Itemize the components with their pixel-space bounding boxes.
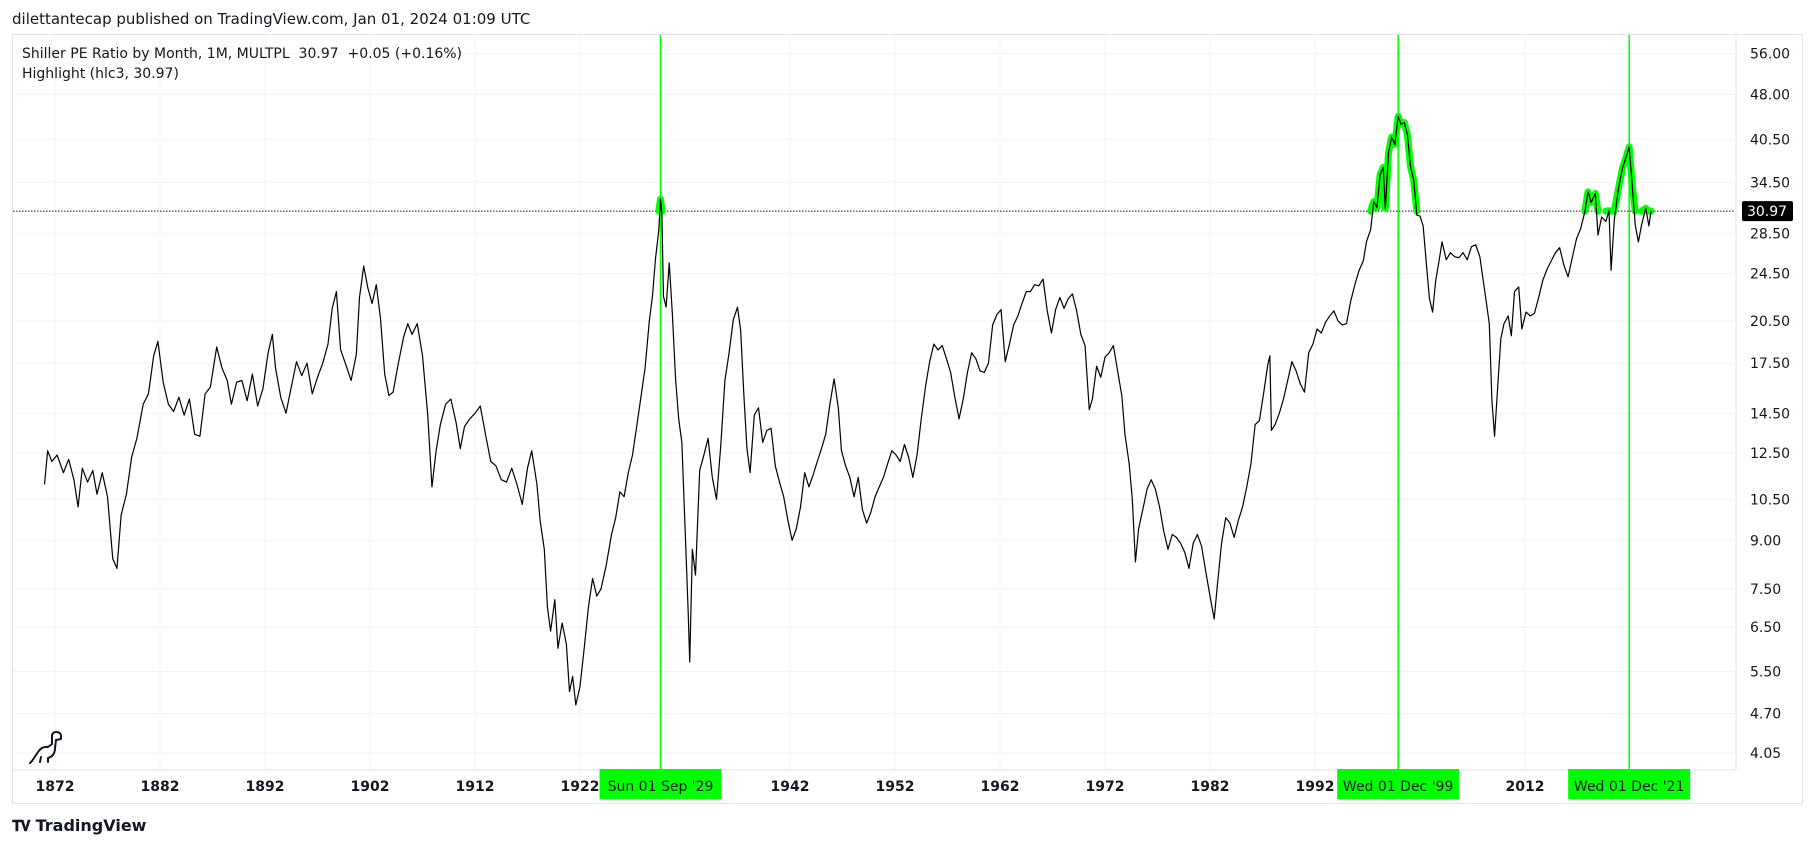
x-tick-label: 1912 xyxy=(456,779,495,795)
y-tick-label: 4.05 xyxy=(1750,746,1781,762)
x-tick-label: 1882 xyxy=(141,779,180,795)
y-tick-label: 34.50 xyxy=(1750,175,1790,191)
x-tick-label: 1992 xyxy=(1296,779,1335,795)
legend: Shiller PE Ratio by Month, 1M, MULTPL 30… xyxy=(22,44,462,84)
last-price-label: 30.97 xyxy=(1747,204,1787,220)
y-tick-label: 40.50 xyxy=(1750,133,1790,149)
x-tick-label: 1972 xyxy=(1086,779,1125,795)
brand-name: TradingView xyxy=(35,816,147,835)
marker-date-label: Sun 01 Sep '29 xyxy=(608,779,714,795)
y-tick-label: 9.00 xyxy=(1750,533,1781,549)
x-tick-label: 1892 xyxy=(246,779,285,795)
publish-info: dilettantecap published on TradingView.c… xyxy=(12,10,531,28)
x-tick-label: 1952 xyxy=(876,779,915,795)
marker-date-badge xyxy=(599,769,722,799)
marker-lines xyxy=(659,35,1630,770)
x-tick-label: 1982 xyxy=(1191,779,1230,795)
y-tick-label: 28.50 xyxy=(1750,226,1790,242)
y-tick-label: 10.50 xyxy=(1750,492,1790,508)
y-tick-label: 4.70 xyxy=(1750,706,1781,722)
y-tick-label: 48.00 xyxy=(1750,87,1790,103)
y-tick-label: 6.50 xyxy=(1750,620,1781,636)
last-price-label-group: 30.97 xyxy=(1742,201,1793,222)
marker-date-label: Wed 01 Dec '21 xyxy=(1574,779,1684,795)
last-price-badge xyxy=(1742,201,1793,222)
chart-panel[interactable] xyxy=(12,34,1803,804)
x-tick-label: 1902 xyxy=(351,779,390,795)
marker-date-label: Wed 01 Dec '99 xyxy=(1343,779,1453,795)
grid xyxy=(13,35,1735,770)
marker-date-badge xyxy=(1568,769,1691,799)
y-tick-label: 5.50 xyxy=(1750,665,1781,681)
time-axis: 1872 1882 1892 1902 1912 1922 1942 1952 1962 1972… xyxy=(13,769,1736,795)
y-tick-label: 56.00 xyxy=(1750,46,1790,62)
shiller-pe-line xyxy=(43,115,1652,706)
tradingview-logo-icon: 𝐓𝐕 xyxy=(12,816,31,835)
x-tick-label: 1922 xyxy=(561,779,600,795)
dinosaur-icon xyxy=(29,731,62,764)
series-layer xyxy=(43,112,1655,706)
marker-labels: Sun 01 Sep '29 Wed 01 Dec '99 Wed 01 Dec '… xyxy=(599,769,1691,799)
x-tick-label: 1872 xyxy=(36,779,75,795)
y-tick-label: 20.50 xyxy=(1750,314,1790,330)
y-tick-label: 14.50 xyxy=(1750,406,1790,422)
y-tick-label: 17.50 xyxy=(1750,356,1790,372)
y-tick-label: 24.50 xyxy=(1750,267,1790,283)
footer-brand[interactable]: 𝐓𝐕 TradingView xyxy=(12,816,146,835)
price-axis: 56.00 48.00 40.50 34.50 28.50 24.50 20.50 17.50… xyxy=(1735,35,1790,770)
x-tick-label: 1942 xyxy=(771,779,810,795)
x-tick-label: 2012 xyxy=(1506,779,1545,795)
marker-date-badge xyxy=(1337,769,1460,799)
y-tick-label: 12.50 xyxy=(1750,446,1790,462)
legend-symbol-line: Shiller PE Ratio by Month, 1M, MULTPL 30… xyxy=(22,46,463,62)
legend-indicator-line: Highlight (hlc3, 30.97) xyxy=(22,66,179,82)
x-tick-label: 1962 xyxy=(981,779,1020,795)
y-tick-label: 7.50 xyxy=(1750,582,1781,598)
